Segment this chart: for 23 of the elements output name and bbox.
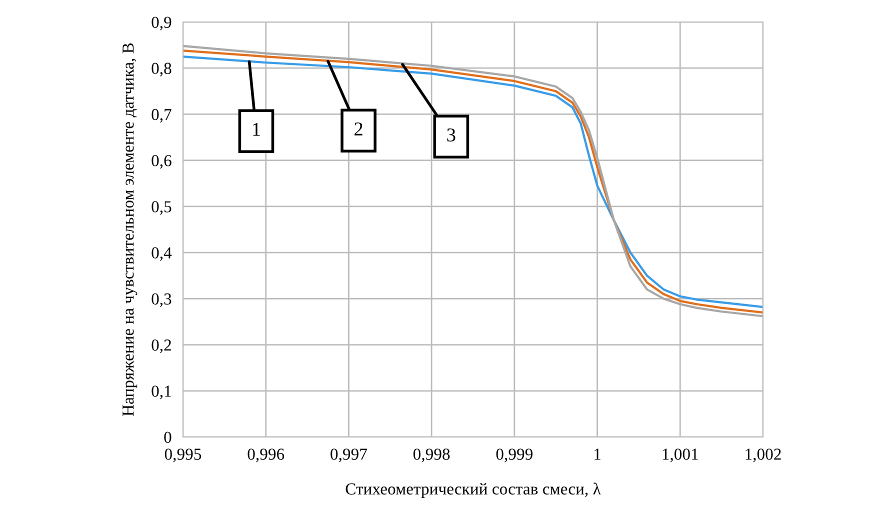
x-tick-label: 0,996 [248, 448, 284, 462]
x-tick-label: 0,997 [330, 448, 367, 462]
x-tick-label: 1,002 [746, 448, 781, 462]
x-axis-title: Стихеометрический состав смеси, λ [346, 482, 601, 498]
y-tick-label: 0,2 [152, 339, 171, 354]
x-tick-label: 1,001 [662, 448, 698, 462]
y-tick-label: 0,3 [152, 293, 172, 308]
y-tick-label: 0,9 [152, 16, 172, 30]
y-tick-label: 0 [164, 432, 172, 443]
y-tick-label: 0,6 [152, 155, 172, 169]
y-tick-label: 0,4 [152, 247, 172, 261]
y-tick-label: 0,7 [152, 108, 172, 123]
annotation: 3 [447, 128, 456, 142]
annotation: 1 [253, 122, 260, 136]
y-tick-label: 0,8 [152, 62, 172, 76]
x-tick-label: 1 [594, 448, 600, 460]
y-tick-label: 0,1 [152, 386, 171, 400]
x-tick-label: 0,999 [496, 448, 532, 462]
x-tick-label: 0,995 [164, 448, 202, 462]
y-tick-label: 0,5 [152, 201, 172, 215]
annotation: 2 [354, 122, 362, 136]
y-axis-title: Напряжение на чувствительном элементе датчика, В [122, 43, 138, 416]
x-tick-label: 0,998 [413, 448, 450, 462]
